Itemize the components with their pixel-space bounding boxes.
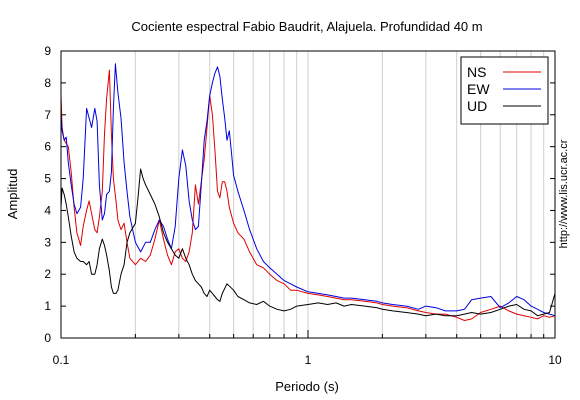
legend-box — [460, 56, 549, 125]
y-tick-label: 4 — [44, 203, 51, 217]
y-tick-label: 0 — [44, 331, 51, 345]
x-axis-label: Periodo (s) — [275, 379, 339, 394]
credit-url: http://www.lis.ucr.ac.cr — [558, 139, 570, 248]
y-tick-label: 7 — [44, 108, 51, 122]
y-axis-label: Amplitud — [5, 169, 20, 220]
y-tick-label: 9 — [44, 44, 51, 58]
legend-label-ud: UD — [467, 98, 487, 114]
x-tick-label: 1 — [305, 353, 312, 367]
y-tick-label: 3 — [44, 235, 51, 249]
legend-label-ew: EW — [467, 81, 490, 97]
y-tick-label: 6 — [44, 140, 51, 154]
y-tick-label: 2 — [44, 267, 51, 281]
x-tick-label: 10 — [548, 353, 562, 367]
series-lines — [60, 63, 556, 321]
series-line-ud — [60, 168, 556, 317]
axis-ticks: 0 1 2 3 4 5 6 7 8 9 0.1 1 10 — [44, 44, 562, 367]
legend-label-ns: NS — [467, 64, 486, 80]
y-tick-label: 5 — [44, 172, 51, 186]
series-line-ew — [60, 63, 556, 317]
chart-title: Cociente espectral Fabio Baudrit, Alajue… — [131, 19, 482, 34]
y-tick-label: 8 — [44, 76, 51, 90]
y-tick-label: 1 — [44, 299, 51, 313]
x-tick-label: 0.1 — [53, 353, 70, 367]
